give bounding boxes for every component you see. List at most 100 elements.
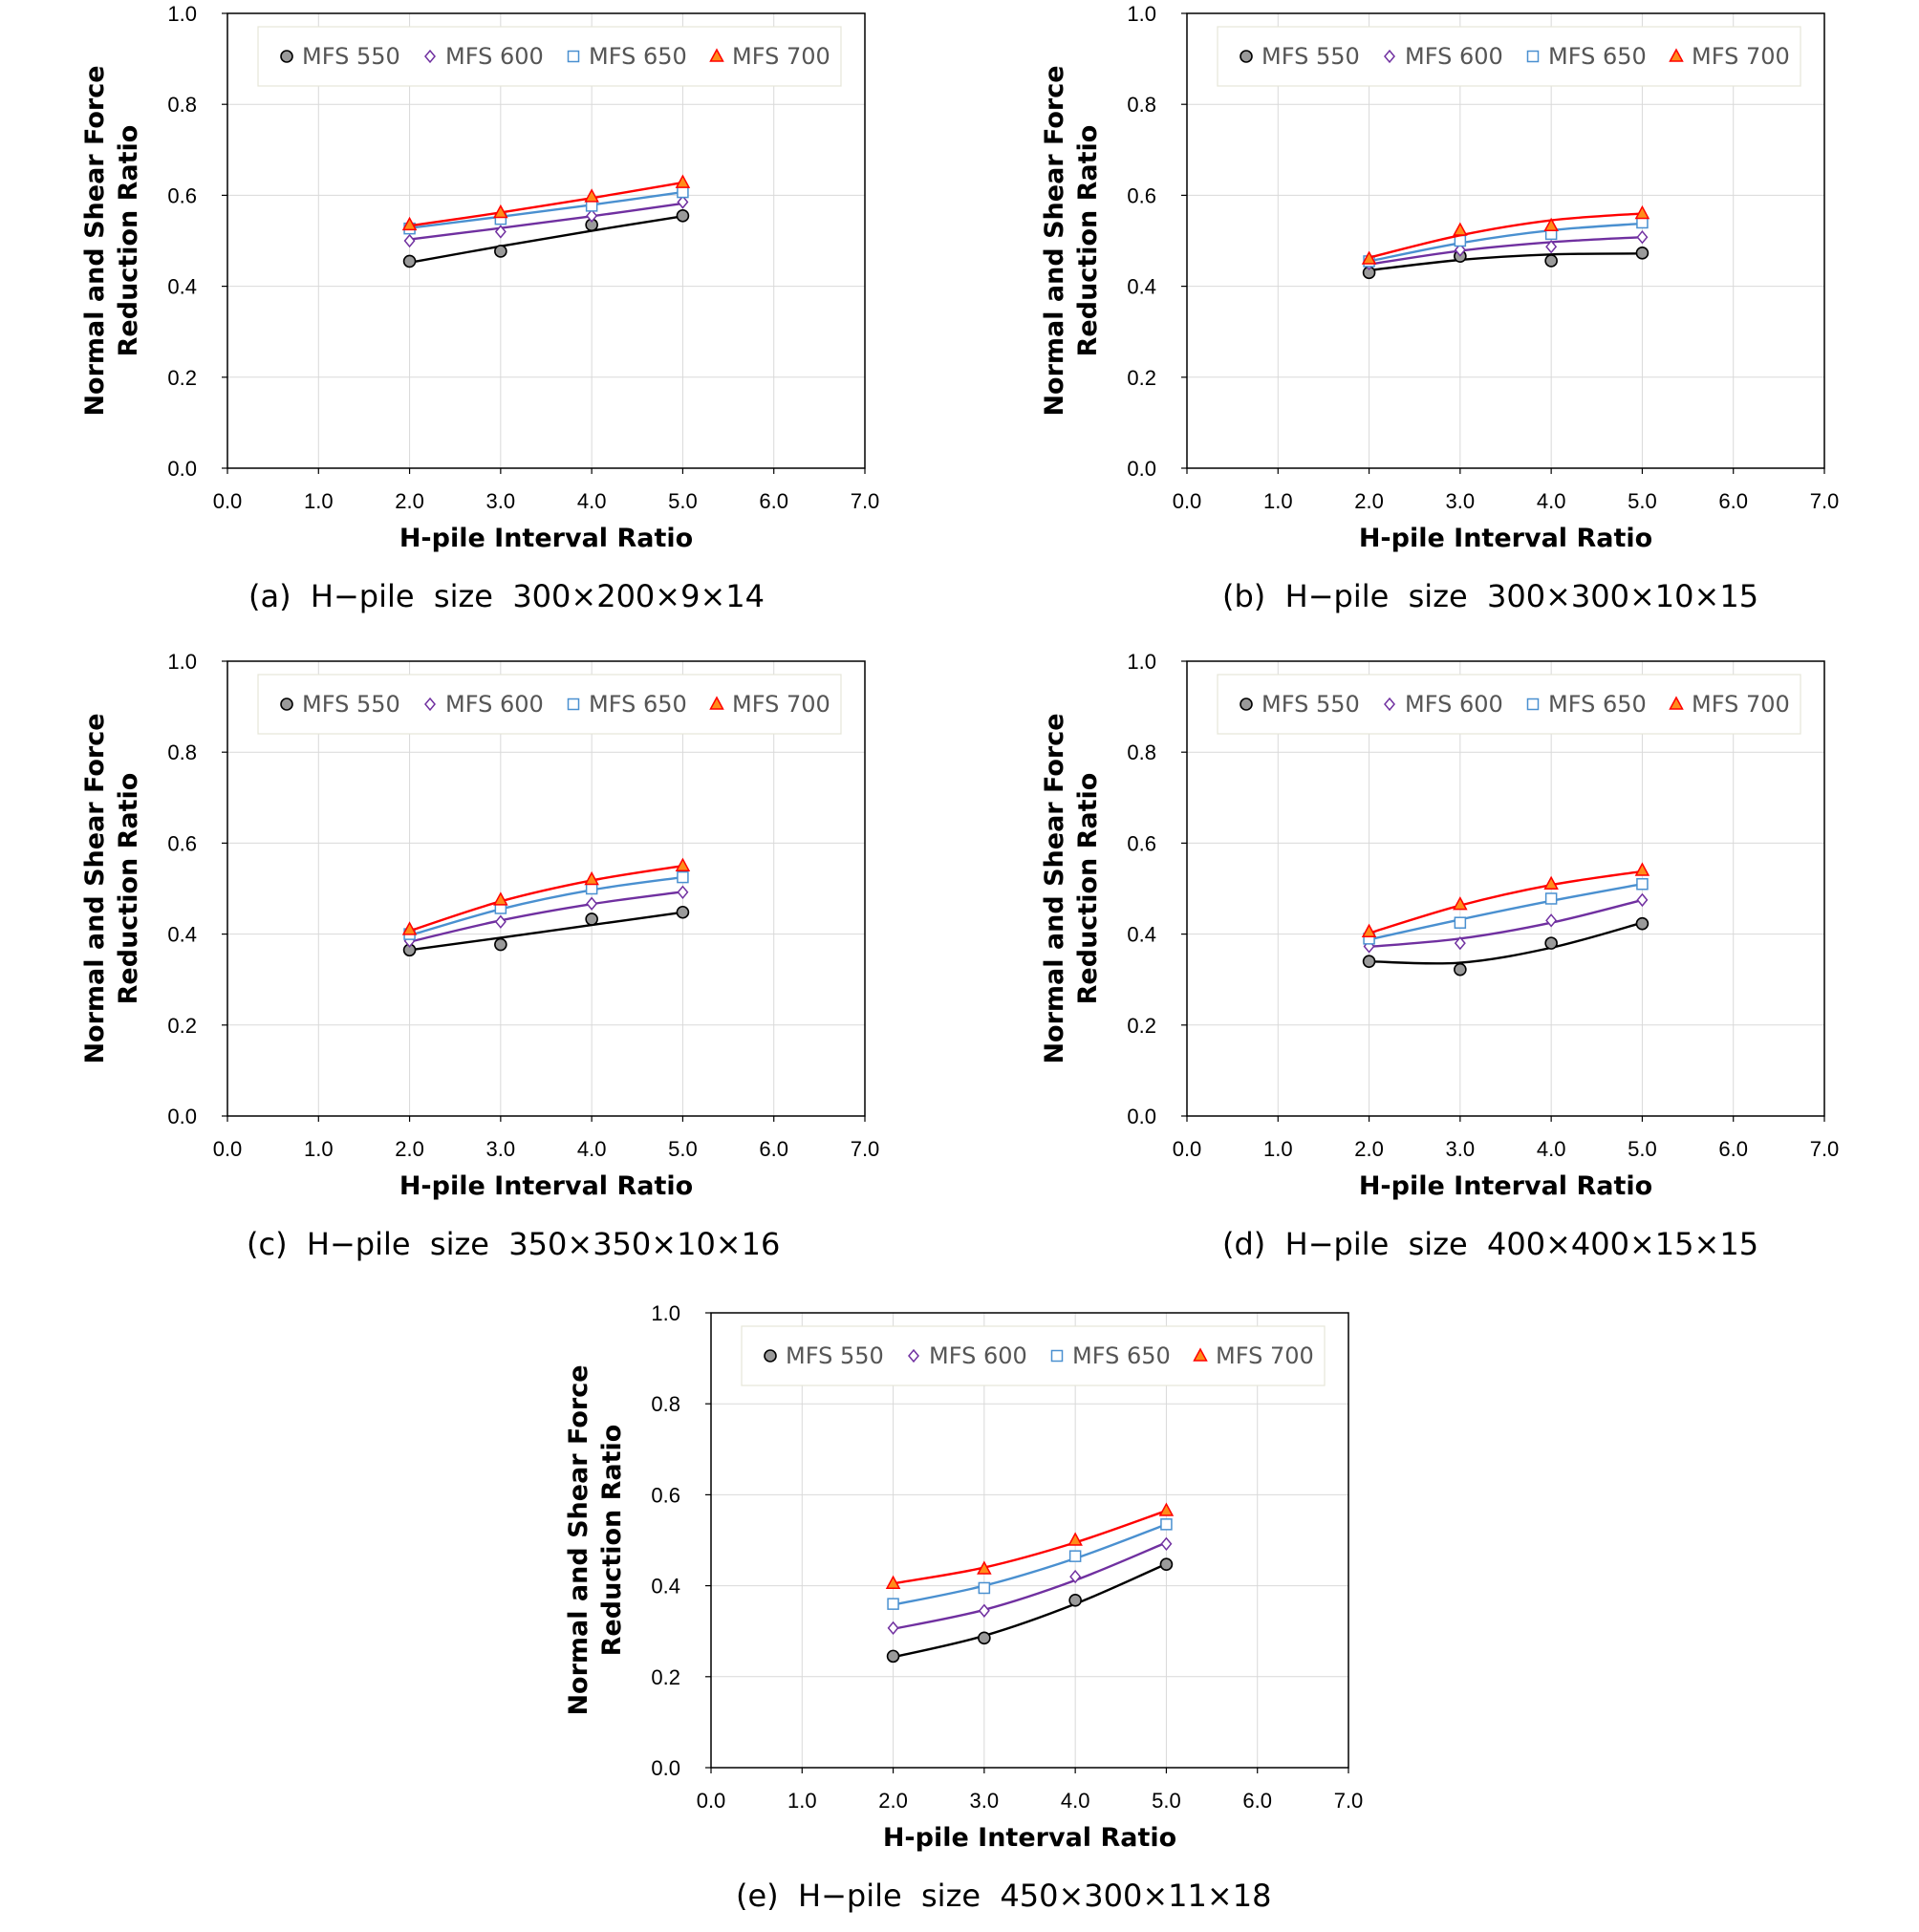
chart-d-xtick-label: 2.0 bbox=[1354, 1137, 1384, 1161]
chart-b-caption: (b) H−pile size 300×300×10×15 bbox=[1222, 578, 1759, 614]
chart-e-series-1-point-2 bbox=[1069, 1569, 1082, 1584]
chart-e-legend-marker-0 bbox=[764, 1349, 777, 1363]
chart-d-series-2-point-1 bbox=[1454, 916, 1467, 929]
chart-a-series-1 bbox=[403, 195, 689, 248]
chart-c-series-1-point-1 bbox=[494, 914, 507, 929]
chart-b-svg: 0.0 1.0 2.0 3.0 4.0 5.0 6.0 7.0 0.0 0.2 0.4 0.6 0.8 1… bbox=[1040, 2, 1839, 553]
chart-d-series-0-point-0 bbox=[1362, 955, 1376, 968]
chart-e-xtick-label: 5.0 bbox=[1152, 1789, 1181, 1813]
chart-e-series-3-point-0 bbox=[885, 1575, 901, 1589]
chart-d-series-2-trendline bbox=[1369, 883, 1643, 941]
chart-a-ytick-label: 1.0 bbox=[167, 2, 197, 26]
chart-c-legend-label-0: MFS 550 bbox=[302, 691, 400, 718]
chart-b-legend-label-2: MFS 650 bbox=[1548, 43, 1647, 70]
chart-a-xtick-label: 5.0 bbox=[668, 489, 698, 513]
chart-a-xtick-label: 1.0 bbox=[304, 489, 334, 513]
chart-b-series-3 bbox=[1361, 204, 1650, 265]
chart-e-legend-label-3: MFS 700 bbox=[1216, 1342, 1314, 1369]
chart-e-legend-marker-1 bbox=[908, 1348, 919, 1363]
chart-b-legend-marker-0 bbox=[1240, 50, 1253, 63]
chart-d-series-1-point-1 bbox=[1454, 935, 1466, 951]
chart-a-series-0-trendline bbox=[409, 215, 683, 265]
chart-c-series-1-point-2 bbox=[586, 896, 598, 911]
chart-b-series-3-point-1 bbox=[1453, 222, 1468, 236]
chart-a-legend-marker-2 bbox=[567, 50, 580, 63]
chart-c-series-0-point-3 bbox=[676, 905, 690, 919]
chart-b-xtick-label: 0.0 bbox=[1173, 489, 1202, 513]
chart-c-legend-marker-1 bbox=[424, 697, 436, 712]
chart-b-legend-label-1: MFS 600 bbox=[1405, 43, 1503, 70]
chart-e-series-0-point-3 bbox=[1159, 1557, 1174, 1572]
chart-c-series-0-point-1 bbox=[494, 937, 507, 952]
chart-a-series-1-point-2 bbox=[586, 208, 598, 223]
chart-a-ytick-label: 0.4 bbox=[167, 275, 197, 299]
chart-d-series-3-point-1 bbox=[1453, 896, 1468, 911]
chart-b-xlabel: H-pile Interval Ratio bbox=[1359, 524, 1652, 553]
chart-e-xtick-label: 0.0 bbox=[697, 1789, 726, 1813]
chart-e-xtick-label: 4.0 bbox=[1061, 1789, 1090, 1813]
chart-c-series-3-trendline bbox=[409, 865, 683, 933]
chart-d-caption: (d) H−pile size 400×400×15×15 bbox=[1222, 1226, 1759, 1262]
chart-a-xtick-label: 7.0 bbox=[851, 489, 880, 513]
chart-d-xtick-label: 3.0 bbox=[1446, 1137, 1476, 1161]
chart-d-series-0-point-1 bbox=[1454, 962, 1467, 977]
chart-e-ytick-label: 0.8 bbox=[651, 1392, 680, 1416]
chart-c-xtick-label: 1.0 bbox=[304, 1137, 334, 1161]
chart-b-xtick-label: 4.0 bbox=[1537, 489, 1566, 513]
chart-b-series-0 bbox=[1362, 247, 1649, 280]
chart-d-legend-marker-1 bbox=[1384, 697, 1395, 712]
chart-e-series-3 bbox=[885, 1502, 1175, 1589]
chart-c-ytick-label: 0.2 bbox=[167, 1014, 197, 1038]
chart-c-xtick-label: 3.0 bbox=[486, 1137, 516, 1161]
chart-c-ytick-label: 0.6 bbox=[167, 831, 197, 855]
chart-e-svg: 0.0 1.0 2.0 3.0 4.0 5.0 6.0 7.0 0.0 0.2 0.4 0.6 0.8 1… bbox=[564, 1301, 1363, 1853]
chart-a-plot-frame bbox=[226, 12, 866, 469]
chart-a-xtick-label: 4.0 bbox=[577, 489, 607, 513]
chart-a-series-3-point-3 bbox=[675, 174, 691, 188]
chart-d-legend-marker-0 bbox=[1240, 698, 1253, 711]
chart-e-xtick-label: 2.0 bbox=[878, 1789, 908, 1813]
chart-a-gridlines bbox=[227, 13, 865, 468]
chart-a-ytick-label: 0.6 bbox=[167, 183, 197, 207]
chart-e-series-2-point-3 bbox=[1160, 1518, 1173, 1531]
chart-c-ylabel-line2: Reduction Ratio bbox=[114, 773, 143, 1005]
chart-c-ytick-label: 0.4 bbox=[167, 923, 197, 947]
chart-panel-c: 0.0 1.0 2.0 3.0 4.0 5.0 6.0 7.0 0.0 0.2 0.4 0.6 0.8 1… bbox=[0, 648, 960, 1280]
chart-d-series-1 bbox=[1363, 892, 1649, 954]
chart-c-series-3 bbox=[401, 857, 691, 935]
chart-e-ytick-label: 1.0 bbox=[651, 1301, 680, 1325]
chart-b-ytick-label: 0.6 bbox=[1127, 183, 1156, 207]
chart-c-legend: MFS 550 MFS 600 MFS 650 MFS 700 bbox=[257, 674, 842, 735]
chart-c-series-3-point-2 bbox=[584, 870, 599, 886]
chart-e-series-1 bbox=[887, 1536, 1173, 1636]
chart-b-legend-label-0: MFS 550 bbox=[1261, 43, 1360, 70]
chart-d-ylabel-line1: Normal and Shear Force bbox=[1040, 713, 1069, 1063]
chart-e-legend-marker-2 bbox=[1050, 1349, 1064, 1363]
chart-a-series-3-point-1 bbox=[493, 204, 508, 219]
chart-a-ytick-label: 0.2 bbox=[167, 366, 197, 390]
chart-a-series-3-point-0 bbox=[401, 216, 418, 231]
chart-d-xtick-label: 6.0 bbox=[1718, 1137, 1748, 1161]
chart-c-ytick-label: 0.8 bbox=[167, 741, 197, 764]
chart-b-series-3-point-3 bbox=[1634, 204, 1650, 220]
chart-c-caption: (c) H−pile size 350×350×10×16 bbox=[247, 1226, 781, 1262]
chart-d-series-0-point-3 bbox=[1635, 916, 1649, 931]
chart-c-xtick-label: 5.0 bbox=[668, 1137, 698, 1161]
chart-a-legend-label-0: MFS 550 bbox=[302, 43, 400, 70]
chart-a-series-1-point-0 bbox=[403, 233, 416, 248]
chart-d-legend-marker-3 bbox=[1669, 696, 1684, 710]
chart-c-series-2-point-3 bbox=[677, 870, 689, 884]
chart-e-legend-box bbox=[741, 1325, 1326, 1386]
chart-a-ytick-label: 0.0 bbox=[167, 457, 197, 481]
chart-c-series-3-point-3 bbox=[675, 857, 691, 871]
chart-d-series-3-trendline bbox=[1369, 869, 1643, 934]
chart-d-series-3 bbox=[1361, 862, 1650, 937]
chart-a-svg: 0.0 1.0 2.0 3.0 4.0 5.0 6.0 7.0 0.0 0.2 0.4 0.6 0.8 1… bbox=[80, 2, 880, 553]
chart-a-ylabel-line2: Reduction Ratio bbox=[114, 125, 143, 357]
chart-c-xtick-label: 7.0 bbox=[851, 1137, 880, 1161]
chart-c-series-0 bbox=[402, 905, 690, 957]
chart-c-series-3-point-0 bbox=[401, 921, 418, 935]
chart-b-series-0-point-3 bbox=[1635, 247, 1649, 260]
chart-b-xtick-label: 5.0 bbox=[1628, 489, 1657, 513]
chart-a-legend-label-1: MFS 600 bbox=[445, 43, 544, 70]
